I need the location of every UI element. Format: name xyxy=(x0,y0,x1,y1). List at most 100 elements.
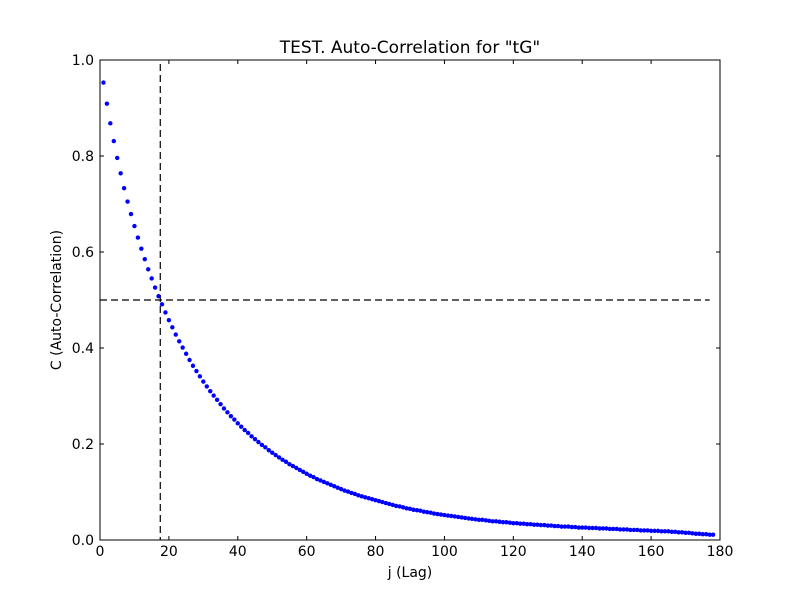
data-point xyxy=(283,459,289,464)
data-point xyxy=(297,467,302,473)
data-point xyxy=(487,518,492,523)
data-point xyxy=(273,452,278,458)
data-point xyxy=(294,465,299,471)
data-point xyxy=(418,508,423,513)
data-point xyxy=(214,397,220,403)
x-tick-label: 40 xyxy=(229,544,247,560)
data-point xyxy=(442,512,447,518)
data-point xyxy=(380,499,385,505)
data-point xyxy=(307,473,313,478)
data-point xyxy=(669,529,674,535)
data-point xyxy=(518,521,523,526)
y-tick-label: 0.4 xyxy=(72,341,94,357)
data-point xyxy=(321,479,327,485)
data-point xyxy=(652,528,657,534)
data-point xyxy=(208,389,213,394)
data-point xyxy=(683,530,688,535)
data-point xyxy=(621,527,626,532)
data-point xyxy=(445,513,451,518)
data-point xyxy=(101,80,106,85)
data-point xyxy=(118,171,123,176)
data-point xyxy=(580,525,585,530)
data-point xyxy=(166,317,172,323)
data-point xyxy=(655,528,661,534)
data-point xyxy=(325,481,330,486)
data-point xyxy=(121,185,127,191)
x-tick-label: 140 xyxy=(569,544,596,560)
data-point xyxy=(590,525,595,531)
data-point xyxy=(407,506,413,511)
data-point xyxy=(146,267,151,272)
data-point xyxy=(276,455,282,460)
y-tick-label: 0.6 xyxy=(72,245,94,261)
data-point xyxy=(270,450,275,455)
data-point xyxy=(593,525,599,531)
data-point xyxy=(252,437,258,442)
data-point xyxy=(624,527,630,532)
chart-title: TEST. Auto-Correlation for "tG" xyxy=(279,38,540,58)
data-point xyxy=(476,517,482,523)
data-point xyxy=(356,493,361,498)
data-point xyxy=(373,497,378,503)
data-point xyxy=(376,498,382,504)
data-point xyxy=(493,519,499,524)
data-point xyxy=(545,523,550,528)
data-point xyxy=(693,531,699,536)
data-point xyxy=(338,486,344,492)
data-point xyxy=(535,522,540,527)
data-point xyxy=(435,511,440,517)
data-point xyxy=(239,424,244,429)
data-point xyxy=(156,293,161,299)
data-point xyxy=(421,509,426,514)
data-point xyxy=(466,516,471,521)
data-point xyxy=(387,501,392,507)
data-point xyxy=(249,434,254,439)
y-tick-label: 0.2 xyxy=(72,437,94,453)
x-tick-label: 180 xyxy=(707,544,734,560)
data-point xyxy=(225,410,230,415)
data-point xyxy=(497,519,502,524)
data-point xyxy=(452,514,457,519)
data-point xyxy=(194,368,199,374)
data-point xyxy=(607,526,612,532)
data-point xyxy=(431,511,437,516)
y-axis-title: C (Auto-Correlation) xyxy=(49,230,65,370)
data-point xyxy=(480,517,485,523)
data-point xyxy=(449,513,454,519)
data-point xyxy=(335,485,340,490)
data-point xyxy=(490,519,495,524)
data-point xyxy=(566,524,571,529)
data-point xyxy=(352,491,358,497)
x-tick-label: 60 xyxy=(298,544,316,560)
data-point xyxy=(345,489,351,494)
data-point xyxy=(135,235,141,240)
data-point xyxy=(524,521,530,527)
data-point xyxy=(469,516,475,522)
data-point xyxy=(604,526,609,531)
data-point xyxy=(555,523,561,529)
data-point xyxy=(562,524,568,529)
data-point xyxy=(318,478,323,483)
data-point xyxy=(245,430,251,436)
axis-ticks: 0 20 40 60 80 100 120 140 160 180 0.0 0.2 0.4 0.6 0.8 1… xyxy=(72,53,734,560)
data-point xyxy=(256,439,261,445)
data-point xyxy=(690,531,695,536)
data-point xyxy=(197,374,203,379)
data-point xyxy=(456,514,461,520)
data-point xyxy=(259,442,265,448)
data-point xyxy=(583,525,588,530)
data-point xyxy=(349,490,354,496)
data-point xyxy=(263,445,268,450)
data-point xyxy=(218,401,223,407)
data-point xyxy=(414,508,420,513)
data-point xyxy=(611,526,616,532)
data-point xyxy=(369,497,375,502)
data-point xyxy=(177,339,182,344)
data-point xyxy=(686,530,692,535)
data-point xyxy=(180,345,185,350)
data-point xyxy=(628,527,633,533)
data-point xyxy=(394,503,399,509)
data-point xyxy=(187,357,192,363)
data-point xyxy=(149,276,154,281)
